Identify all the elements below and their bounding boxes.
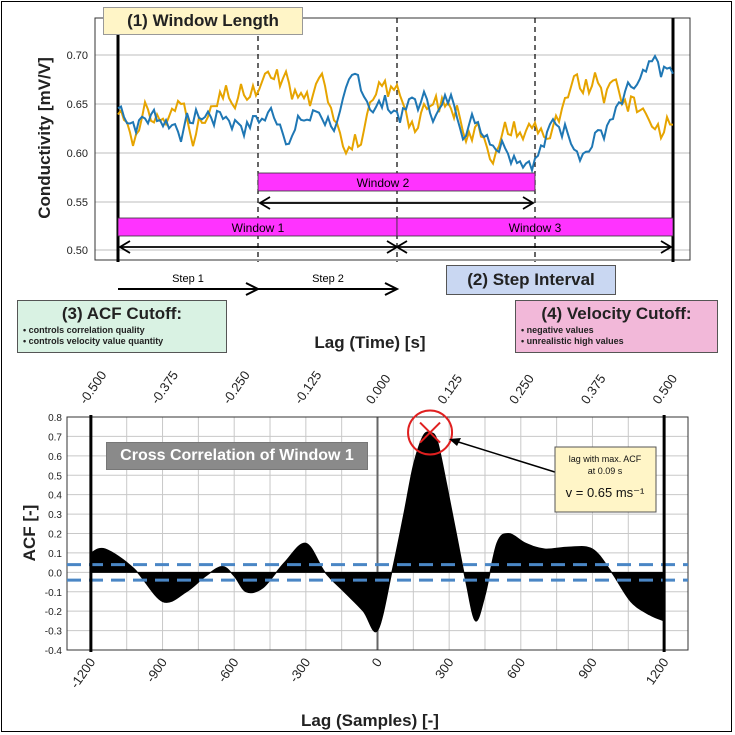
lag-sample-tick-3: -300	[286, 655, 313, 685]
time-axis-tick-6: 0.250	[506, 371, 537, 406]
acf-ytick-0: 0.8	[48, 413, 62, 424]
acf-area	[90, 431, 665, 633]
lag-sample-tick-1: -900	[143, 655, 170, 685]
time-axis-tick-4: 0.000	[363, 371, 394, 406]
acf-ytick-6: 0.2	[48, 530, 62, 541]
acf-ylabel: ACF [-]	[20, 505, 39, 562]
time-axis-ticks: -0.500 -0.375 -0.250 -0.125 0.000 0.125 0.250 0…	[76, 368, 680, 407]
lag-sample-tick-7: 900	[575, 655, 600, 681]
conductivity-panel: 0.70 0.65 0.60 0.55 0.50 Conductivity [m…	[35, 17, 691, 296]
top-ytick-065: 0.65	[67, 99, 88, 111]
window-3-bar	[396, 217, 674, 237]
acf-chart-title: Cross Correlation of Window 1	[120, 447, 354, 464]
annotation-velocity: v = 0.65 ms⁻¹	[566, 485, 645, 500]
acf-window-markers	[89, 415, 666, 652]
time-axis-tick-0: -0.500	[76, 368, 109, 407]
top-ylabel: Conductivity [mV/V]	[35, 57, 54, 219]
acf-bullet-1: controls correlation quality	[23, 325, 221, 336]
top-ytick-060: 0.60	[67, 148, 88, 160]
peak-cross-b	[419, 421, 441, 444]
acf-ytick-4: 0.4	[48, 491, 62, 502]
acf-ytick-10: -0.2	[45, 607, 63, 618]
velocity-bullet-2: unrealistic high values	[521, 336, 712, 347]
conductivity-series-orange	[117, 68, 674, 166]
acf-plot-border	[66, 416, 689, 651]
acf-ytick-9: -0.1	[45, 588, 63, 599]
top-ytick-070: 0.70	[67, 50, 88, 62]
time-axis-tick-8: 0.500	[649, 371, 680, 406]
time-axis-tick-5: 0.125	[434, 371, 465, 406]
acf-cutoff-box: (3) ACF Cutoff: controls correlation qua…	[17, 300, 227, 353]
acf-ytick-3: 0.5	[48, 471, 62, 482]
top-ytick-050: 0.50	[67, 245, 88, 257]
time-axis-tick-7: 0.375	[578, 371, 609, 406]
acf-ytick-2: 0.6	[48, 452, 62, 463]
acf-ytick-1: 0.7	[48, 432, 62, 443]
time-axis-tick-3: -0.125	[291, 368, 324, 407]
top-plot-border	[94, 17, 691, 261]
lag-sample-tick-4: 0	[369, 655, 385, 670]
window-3-label: Window 3	[509, 221, 562, 235]
step-interval-title: (2) Step Interval	[467, 270, 595, 289]
lag-sample-tick-6: 600	[504, 655, 529, 681]
acf-cutoff-title: (3) ACF Cutoff:	[61, 304, 183, 323]
annotation-arrowhead	[449, 438, 461, 446]
velocity-cutoff-box: (4) Velocity Cutoff: negative values unr…	[515, 300, 718, 353]
acf-chart-title-box: Cross Correlation of Window 1	[106, 442, 368, 470]
window-1-label: Window 1	[232, 221, 285, 235]
step-2-label: Step 2	[312, 273, 344, 285]
lag-sample-ticks: -1200 -900 -600 -300 0 300 600 900 1200	[67, 655, 672, 691]
window-2-label: Window 2	[357, 176, 410, 190]
time-axis-tick-2: -0.250	[219, 368, 252, 407]
annotation-line-1: lag with max. ACF	[569, 454, 642, 464]
acf-ytick-11: -0.3	[45, 627, 63, 638]
lag-sample-tick-8: 1200	[643, 655, 672, 687]
lag-sample-tick-0: -1200	[67, 655, 98, 691]
acf-cutoff-lines	[67, 563, 688, 582]
acf-bullet-2: controls velocity value quantity	[23, 336, 221, 347]
acf-ytick-12: -0.4	[45, 646, 63, 657]
annotation-line-2: at 0.09 s	[588, 466, 623, 476]
window-length-title: (1) Window Length	[127, 11, 279, 30]
velocity-cutoff-title: (4) Velocity Cutoff:	[541, 304, 692, 323]
acf-ytick-5: 0.3	[48, 510, 62, 521]
lag-sample-tick-2: -600	[214, 655, 241, 685]
acf-xlabel: Lag (Samples) [-]	[301, 711, 439, 730]
window-1-3-span-arrows	[118, 240, 673, 254]
step-arrows	[118, 282, 400, 296]
top-ytick-055: 0.55	[67, 197, 88, 209]
top-gridlines	[95, 54, 690, 251]
x2-axis-label: Lag (Time) [s]	[314, 333, 425, 352]
annotation-box	[554, 446, 657, 513]
velocity-cutoff-bullets: negative values unrealistic high values	[521, 325, 712, 347]
step-1-label: Step 1	[172, 273, 204, 285]
acf-ytick-8: 0.0	[48, 568, 62, 579]
window-length-title-box: (1) Window Length	[103, 7, 303, 35]
window-2-span-arrow	[258, 196, 535, 210]
time-axis-tick-1: -0.375	[148, 368, 181, 407]
window-2-bar	[257, 172, 536, 192]
cross-correlation-chart: Lag (Time) [s] -0.500 -0.375 -0.250 -0.125 0…	[20, 333, 689, 730]
step-interval-box: (2) Step Interval	[446, 265, 616, 295]
acf-y-ticks: 0.8 0.7 0.6 0.5 0.4 0.3 0.2 0.1 0.0 -0.1 -0.2 -0.3 -…	[45, 413, 63, 657]
annotation-arrow	[451, 439, 559, 474]
max-acf-marker	[407, 409, 454, 456]
conductivity-series-blue	[117, 54, 674, 174]
peak-circle	[407, 409, 454, 456]
velocity-bullet-1: negative values	[521, 325, 712, 336]
lag-sample-tick-5: 300	[432, 655, 457, 681]
acf-ytick-7: 0.1	[48, 549, 62, 560]
acf-cutoff-bullets: controls correlation quality controls ve…	[23, 325, 221, 347]
